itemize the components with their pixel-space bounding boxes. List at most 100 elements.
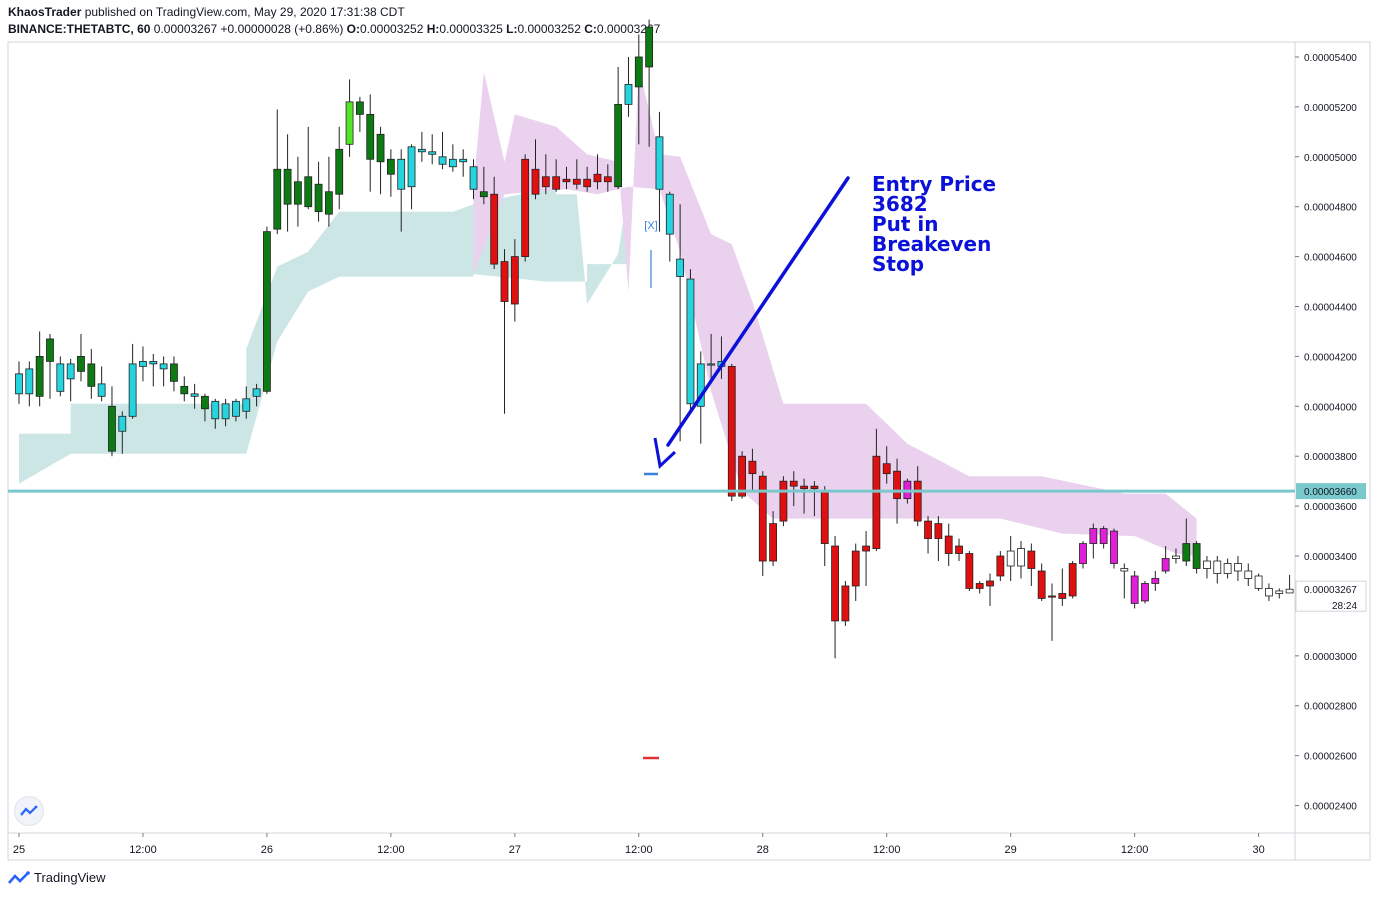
price-tick-label: 0.00005400 xyxy=(1304,53,1357,64)
candle-body xyxy=(934,523,943,539)
candle xyxy=(459,149,468,177)
horizontal-line-price-label: 0.00003660 xyxy=(1304,487,1357,498)
candle xyxy=(1120,563,1129,599)
candle xyxy=(242,386,251,419)
high-label: H: xyxy=(426,22,440,36)
candle xyxy=(531,139,540,200)
candle-body xyxy=(304,176,313,208)
candle-body xyxy=(686,278,695,405)
footer-brand[interactable]: TradingView xyxy=(34,870,106,885)
ohlc-line: BINANCE:THETABTC, 60 0.00003267 +0.00000… xyxy=(8,21,660,38)
candle-body xyxy=(232,400,240,417)
candle-body xyxy=(1130,575,1139,604)
candle-body xyxy=(1161,558,1170,572)
candle-body xyxy=(510,256,519,305)
price-label-bg xyxy=(1296,483,1366,500)
candle xyxy=(1058,568,1067,606)
candle-body xyxy=(1285,588,1294,594)
candle-body xyxy=(521,158,530,257)
candle xyxy=(583,166,592,192)
candle-body xyxy=(459,158,468,163)
candle xyxy=(614,66,623,190)
tradingview-badge-icon[interactable] xyxy=(14,796,44,826)
candle xyxy=(345,79,354,157)
candle-body xyxy=(1234,563,1242,572)
candle-body xyxy=(614,103,623,188)
candle-body xyxy=(1099,528,1108,544)
candle xyxy=(66,358,75,402)
price-tick-label: 0.00004400 xyxy=(1304,302,1357,313)
candle-body xyxy=(355,101,364,115)
candle-body xyxy=(314,183,323,213)
candle-body xyxy=(872,455,881,549)
drawings[interactable]: [X] xyxy=(8,176,1295,760)
candle-body xyxy=(190,393,199,397)
candle xyxy=(593,154,602,190)
candle xyxy=(428,134,437,165)
candle-body xyxy=(66,363,75,380)
candle-body xyxy=(97,383,106,397)
candle-body xyxy=(738,455,746,497)
annotation-line: Breakeven xyxy=(872,232,992,256)
author-name[interactable]: KhaosTrader xyxy=(8,5,82,19)
price-axis[interactable]: 0.00005400 0.00005200 0.00005000 0.00004800… xyxy=(1295,53,1367,813)
candle xyxy=(263,226,271,394)
annotation-line: Entry Price xyxy=(872,172,997,196)
candle xyxy=(562,166,571,190)
candle-body xyxy=(593,173,602,183)
candle-body xyxy=(572,178,581,185)
price-tick-label: 0.00003800 xyxy=(1304,452,1357,463)
candle-body xyxy=(975,583,984,589)
candle xyxy=(180,376,189,402)
symbol-label[interactable]: BINANCE:THETABTC, 60 xyxy=(8,22,151,36)
candle-body xyxy=(448,158,457,168)
annotation-text[interactable]: Entry Price 3682 Put in Breakeven Stop xyxy=(872,174,996,274)
candles[interactable] xyxy=(15,19,1294,659)
candle-body xyxy=(789,480,798,487)
candle xyxy=(841,580,850,626)
candle xyxy=(438,131,447,170)
candle xyxy=(304,126,313,210)
candle-body xyxy=(924,520,932,539)
annotation-arrow-line xyxy=(666,176,850,447)
candle-body xyxy=(634,56,643,88)
candle-body xyxy=(1017,548,1025,567)
candle-body xyxy=(324,191,333,215)
candle xyxy=(541,154,550,195)
candle-body xyxy=(562,178,571,183)
time-tick-label: 26 xyxy=(261,844,273,856)
candle-body xyxy=(1213,560,1222,574)
candle xyxy=(862,531,870,586)
candle-body xyxy=(1172,555,1180,559)
time-axis[interactable]: 25 12:00 26 12:00 27 12:00 28 12:00 29 12:00 30 xyxy=(13,833,1265,856)
candle-body xyxy=(479,191,488,198)
candle-body xyxy=(294,181,302,205)
candle xyxy=(366,94,375,192)
candle xyxy=(686,269,695,414)
candle-body xyxy=(25,368,34,395)
candle-body xyxy=(727,365,736,497)
candle-body xyxy=(820,490,829,544)
candle-body xyxy=(366,113,375,160)
candle-body xyxy=(1192,543,1201,569)
candle xyxy=(1006,536,1015,581)
candle xyxy=(1130,570,1139,609)
candle-body xyxy=(552,176,561,190)
time-tick-label: 12:00 xyxy=(129,844,157,856)
time-tick-label: 28 xyxy=(757,844,769,856)
published-text: published on TradingView.com, May 29, 20… xyxy=(84,5,405,19)
candle xyxy=(552,159,561,192)
candle-body xyxy=(1182,543,1191,562)
low-value: 0.00003252 xyxy=(517,22,581,36)
open-value: 0.00003252 xyxy=(360,22,424,36)
candle-body xyxy=(221,403,230,420)
annotation-arrow-head xyxy=(653,437,677,469)
candle-body xyxy=(758,475,767,562)
time-tick-label: 27 xyxy=(509,844,521,856)
time-tick-label: 25 xyxy=(13,844,25,856)
candle xyxy=(201,393,209,422)
candle xyxy=(1203,556,1211,579)
price-tick-label: 0.00004200 xyxy=(1304,352,1357,363)
price-tick-label: 0.00005200 xyxy=(1304,103,1357,114)
